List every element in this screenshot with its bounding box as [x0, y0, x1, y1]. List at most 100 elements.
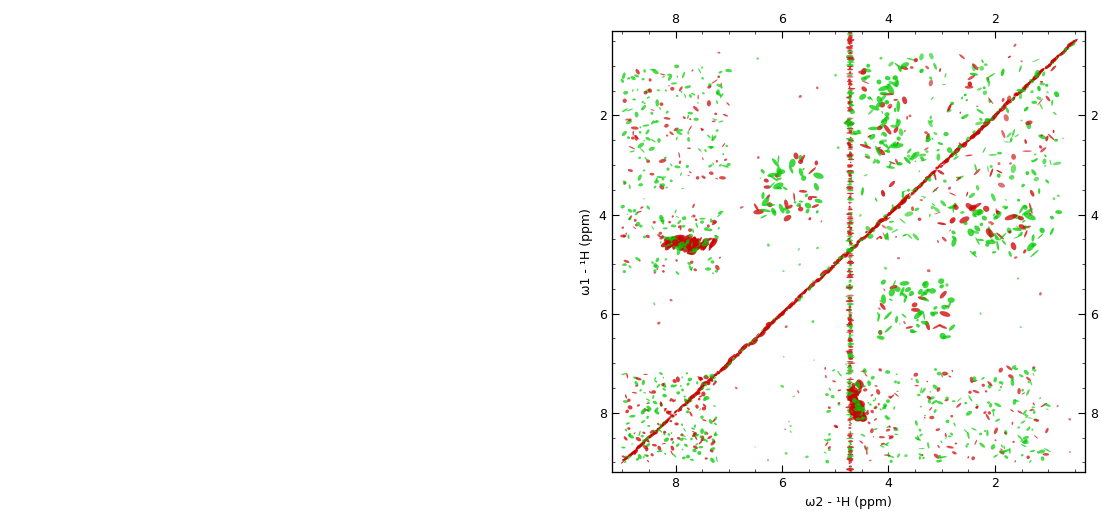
Ellipse shape — [727, 356, 734, 361]
Ellipse shape — [804, 289, 807, 292]
Ellipse shape — [775, 173, 779, 177]
Ellipse shape — [626, 233, 627, 235]
Ellipse shape — [815, 87, 819, 89]
Ellipse shape — [846, 309, 852, 311]
Ellipse shape — [832, 380, 836, 383]
Ellipse shape — [880, 133, 883, 136]
Ellipse shape — [884, 311, 892, 320]
Ellipse shape — [716, 100, 719, 104]
Ellipse shape — [876, 219, 880, 225]
Ellipse shape — [735, 387, 737, 389]
Ellipse shape — [1027, 417, 1033, 419]
Ellipse shape — [710, 379, 713, 382]
Ellipse shape — [882, 111, 883, 114]
Ellipse shape — [653, 303, 656, 305]
Ellipse shape — [1022, 440, 1028, 443]
Ellipse shape — [663, 76, 665, 77]
Ellipse shape — [1004, 206, 1008, 210]
Ellipse shape — [919, 453, 923, 456]
Ellipse shape — [846, 366, 852, 368]
Ellipse shape — [1009, 138, 1013, 142]
Ellipse shape — [894, 127, 898, 133]
Ellipse shape — [793, 201, 797, 203]
Ellipse shape — [1063, 49, 1067, 52]
Ellipse shape — [1000, 448, 1003, 450]
Ellipse shape — [971, 203, 982, 210]
Ellipse shape — [663, 408, 667, 410]
Ellipse shape — [628, 146, 635, 149]
Ellipse shape — [919, 448, 925, 449]
Ellipse shape — [1069, 42, 1073, 46]
Ellipse shape — [867, 421, 871, 425]
Ellipse shape — [672, 237, 677, 244]
Ellipse shape — [691, 428, 695, 430]
Ellipse shape — [847, 447, 852, 450]
Ellipse shape — [903, 97, 907, 104]
Ellipse shape — [893, 207, 897, 211]
Ellipse shape — [880, 443, 885, 445]
Ellipse shape — [741, 351, 743, 353]
Ellipse shape — [691, 267, 693, 271]
Ellipse shape — [915, 189, 917, 192]
Ellipse shape — [722, 153, 724, 155]
Ellipse shape — [684, 85, 691, 89]
Ellipse shape — [671, 242, 682, 246]
Ellipse shape — [833, 425, 839, 428]
Ellipse shape — [674, 64, 679, 68]
Ellipse shape — [710, 218, 712, 223]
Ellipse shape — [1001, 69, 1005, 76]
Ellipse shape — [847, 250, 851, 252]
Ellipse shape — [860, 441, 863, 444]
Ellipse shape — [1060, 53, 1063, 56]
Ellipse shape — [1018, 218, 1023, 220]
Ellipse shape — [930, 115, 932, 119]
Ellipse shape — [809, 287, 811, 289]
Ellipse shape — [836, 262, 840, 264]
Ellipse shape — [700, 416, 704, 419]
Ellipse shape — [645, 157, 648, 161]
Ellipse shape — [690, 268, 692, 270]
Ellipse shape — [834, 74, 838, 77]
Ellipse shape — [959, 147, 961, 150]
Ellipse shape — [1006, 99, 1009, 102]
Ellipse shape — [850, 136, 852, 138]
Ellipse shape — [1039, 103, 1042, 110]
Ellipse shape — [1037, 86, 1040, 91]
Ellipse shape — [714, 380, 716, 382]
Ellipse shape — [851, 176, 852, 178]
Ellipse shape — [954, 443, 958, 444]
Ellipse shape — [857, 409, 865, 417]
Ellipse shape — [719, 71, 722, 74]
Ellipse shape — [1047, 62, 1052, 67]
Ellipse shape — [996, 111, 1000, 114]
Ellipse shape — [980, 118, 983, 121]
Ellipse shape — [642, 440, 645, 442]
Ellipse shape — [888, 61, 894, 66]
Ellipse shape — [1042, 453, 1049, 456]
Ellipse shape — [845, 296, 853, 297]
Ellipse shape — [716, 160, 719, 162]
Ellipse shape — [709, 83, 712, 87]
Ellipse shape — [976, 108, 984, 114]
Ellipse shape — [799, 190, 807, 193]
Ellipse shape — [684, 93, 687, 98]
Ellipse shape — [656, 427, 660, 431]
Ellipse shape — [1004, 430, 1007, 435]
Ellipse shape — [677, 391, 680, 394]
Ellipse shape — [900, 66, 908, 70]
Ellipse shape — [1066, 46, 1069, 49]
Ellipse shape — [982, 215, 987, 221]
Ellipse shape — [849, 284, 851, 286]
Ellipse shape — [687, 115, 689, 119]
Ellipse shape — [914, 311, 922, 319]
Ellipse shape — [981, 126, 984, 129]
Ellipse shape — [1006, 107, 1009, 113]
Ellipse shape — [684, 399, 687, 401]
Ellipse shape — [657, 89, 660, 91]
Ellipse shape — [846, 80, 853, 82]
Ellipse shape — [900, 67, 903, 69]
Ellipse shape — [973, 132, 975, 135]
Ellipse shape — [1031, 160, 1034, 162]
Ellipse shape — [931, 203, 936, 206]
Ellipse shape — [1040, 81, 1042, 83]
